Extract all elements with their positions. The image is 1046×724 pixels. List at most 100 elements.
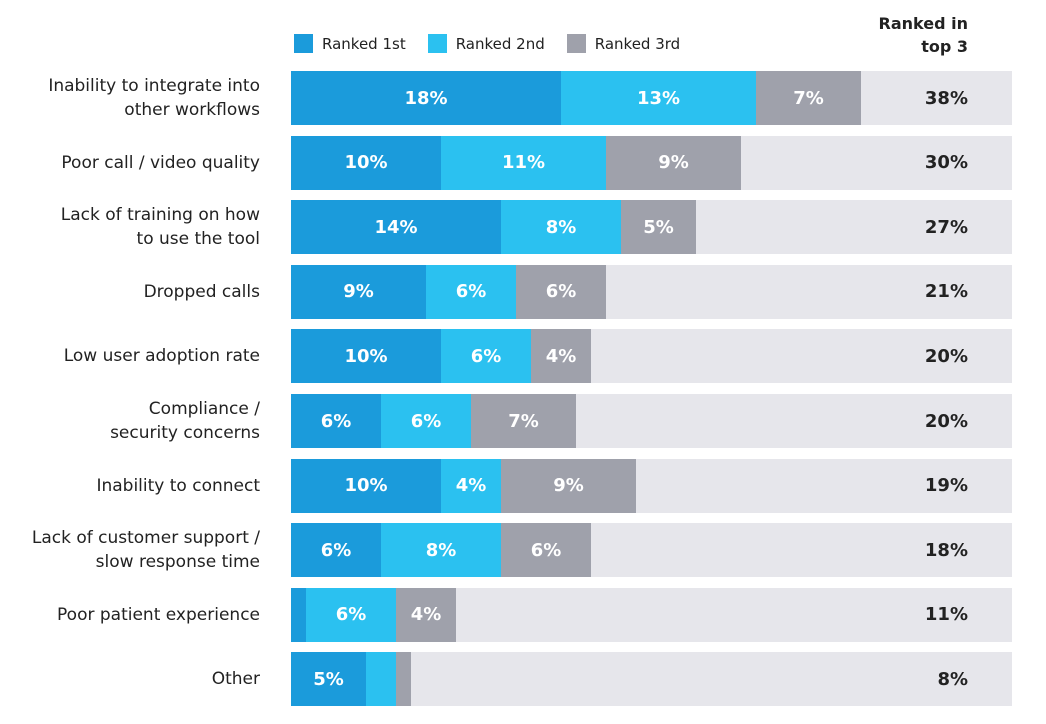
bar-segment-ranked-2nd: 6%: [426, 264, 516, 319]
bar-segment-ranked-2nd: 6%: [381, 394, 471, 448]
legend-item-ranked-2nd: Ranked 2nd: [427, 34, 545, 53]
bar-row: Inability to connect 10% 4% 9% 19%: [0, 458, 1046, 513]
legend-label: Ranked 1st: [322, 34, 406, 53]
data-label: 6%: [410, 410, 442, 432]
bar-segment-ranked-1st: 14%: [291, 200, 501, 255]
bar-segment-ranked-2nd: 13%: [561, 71, 756, 125]
bar-segment-ranked-3rd: 4%: [531, 329, 591, 384]
data-label: 9%: [343, 281, 374, 303]
category-label-line: other workflows: [124, 100, 260, 120]
category-label: Dropped calls: [0, 265, 260, 319]
category-label-line: Lack of customer support /: [31, 528, 260, 549]
bar-segment-ranked-2nd: 4%: [441, 458, 501, 513]
bar-track: 14% 8% 5%: [291, 200, 1012, 255]
category-label: Inability to integrate into other workflo…: [0, 71, 260, 125]
legend-swatch-ranked-2nd: [427, 34, 447, 53]
bar-track: 18% 13% 7%: [291, 71, 1012, 125]
data-label: 4%: [545, 345, 577, 367]
legend-item-ranked-3rd: Ranked 3rd: [566, 34, 681, 53]
data-label: 6%: [320, 410, 352, 432]
data-label: 7%: [793, 87, 824, 109]
legend-swatch-ranked-1st: [294, 34, 313, 53]
category-label-line: Compliance /: [148, 399, 260, 419]
bar-row: Other 5% 8%: [0, 652, 1046, 707]
data-label: 6%: [335, 604, 367, 626]
data-label: 9%: [658, 152, 689, 174]
top3-total: 30%: [924, 152, 968, 174]
bar-track: 6% 6% 7%: [291, 394, 1012, 448]
bar-track: 9% 6% 6%: [291, 264, 1012, 319]
header-line: Ranked in: [878, 14, 968, 33]
data-label: 8%: [425, 539, 457, 561]
data-label: 4%: [455, 475, 487, 497]
bar-segment-ranked-1st: 10%: [291, 458, 441, 513]
bar-segment-ranked-2nd: 6%: [441, 329, 531, 384]
data-label: 5%: [313, 668, 344, 690]
bar-segment-ranked-1st: 5%: [291, 652, 366, 707]
category-label-line: Poor patient experience: [57, 604, 260, 625]
data-label: 4%: [410, 604, 442, 626]
bar-row: Lack of training on how to use the tool 14…: [0, 200, 1046, 255]
data-label: 6%: [455, 281, 487, 303]
bar-segment-ranked-3rd: 5%: [621, 200, 696, 255]
bar-row: Lack of customer support / slow response …: [0, 523, 1046, 578]
top3-total: 19%: [924, 475, 968, 497]
legend: Ranked 1st Ranked 2nd Ranked 3rd: [294, 34, 702, 53]
bar-segment-ranked-2nd: 11%: [441, 135, 606, 190]
top3-total: 20%: [924, 410, 968, 432]
data-label: 18%: [404, 87, 448, 109]
category-label-line: to use the tool: [136, 229, 260, 250]
top3-total: 20%: [924, 345, 968, 367]
bar-segment-ranked-3rd: 6%: [501, 523, 591, 578]
bar-segment-ranked-1st: 9%: [291, 264, 426, 319]
legend-item-ranked-1st: Ranked 1st: [294, 34, 406, 53]
bar-row: Poor call / video quality 10% 11% 9% 30%: [0, 135, 1046, 190]
data-label: 10%: [344, 475, 388, 497]
top3-total: 21%: [924, 281, 968, 303]
category-label: Poor call / video quality: [0, 136, 260, 190]
bar-segment-ranked-1st: [291, 587, 306, 642]
data-label: 13%: [636, 87, 681, 109]
top3-total: 8%: [937, 668, 968, 690]
category-label-line: Poor call / video quality: [61, 152, 260, 173]
bar-segment-ranked-3rd: [396, 652, 411, 707]
bar-row: Dropped calls 9% 6% 6% 21%: [0, 264, 1046, 319]
bar-track: 6% 8% 6%: [291, 523, 1012, 578]
category-label-line: slow response time: [95, 552, 260, 573]
bar-segment-ranked-1st: 18%: [291, 71, 561, 125]
category-label-line: Other: [211, 669, 260, 690]
data-label: 5%: [643, 216, 674, 238]
bar-row: Compliance / security concerns 6% 6% 7% 20%: [0, 394, 1046, 448]
data-label: 9%: [553, 475, 584, 497]
bar-segment-ranked-1st: 10%: [291, 135, 441, 190]
bar-segment-ranked-3rd: 7%: [756, 71, 861, 125]
category-label: Poor patient experience: [0, 588, 260, 642]
category-label: Low user adoption rate: [0, 329, 260, 383]
category-label: Lack of training on how to use the tool: [0, 200, 260, 254]
bar-track: 5%: [291, 652, 1012, 707]
data-label: 14%: [374, 216, 418, 238]
bar-segment-ranked-3rd: 9%: [606, 135, 741, 190]
bar-segment-ranked-1st: 10%: [291, 329, 441, 384]
legend-label: Ranked 3rd: [594, 34, 681, 53]
legend-swatch-ranked-3rd: [566, 34, 586, 53]
data-label: 6%: [530, 539, 562, 561]
data-label: 6%: [545, 281, 577, 303]
bar-segment-ranked-1st: 6%: [291, 523, 381, 578]
bar-segment-ranked-1st: 6%: [291, 394, 381, 448]
bar-track: 10% 6% 4%: [291, 329, 1012, 384]
data-label: 6%: [470, 345, 502, 367]
bar-row: Poor patient experience 6% 4% 11%: [0, 587, 1046, 642]
top3-total: 38%: [924, 87, 968, 109]
category-label: Lack of customer support / slow response …: [0, 523, 260, 577]
data-label: 7%: [508, 410, 539, 432]
category-label-line: Dropped calls: [143, 281, 260, 302]
bar-segment-ranked-3rd: 7%: [471, 394, 576, 448]
bar-row: Low user adoption rate 10% 6% 4% 20%: [0, 329, 1046, 384]
data-label: 10%: [344, 345, 388, 367]
data-label: 11%: [501, 152, 546, 174]
data-label: 6%: [320, 539, 352, 561]
category-label-line: Inability to integrate into: [48, 76, 260, 96]
bar-track: 10% 4% 9%: [291, 458, 1012, 513]
